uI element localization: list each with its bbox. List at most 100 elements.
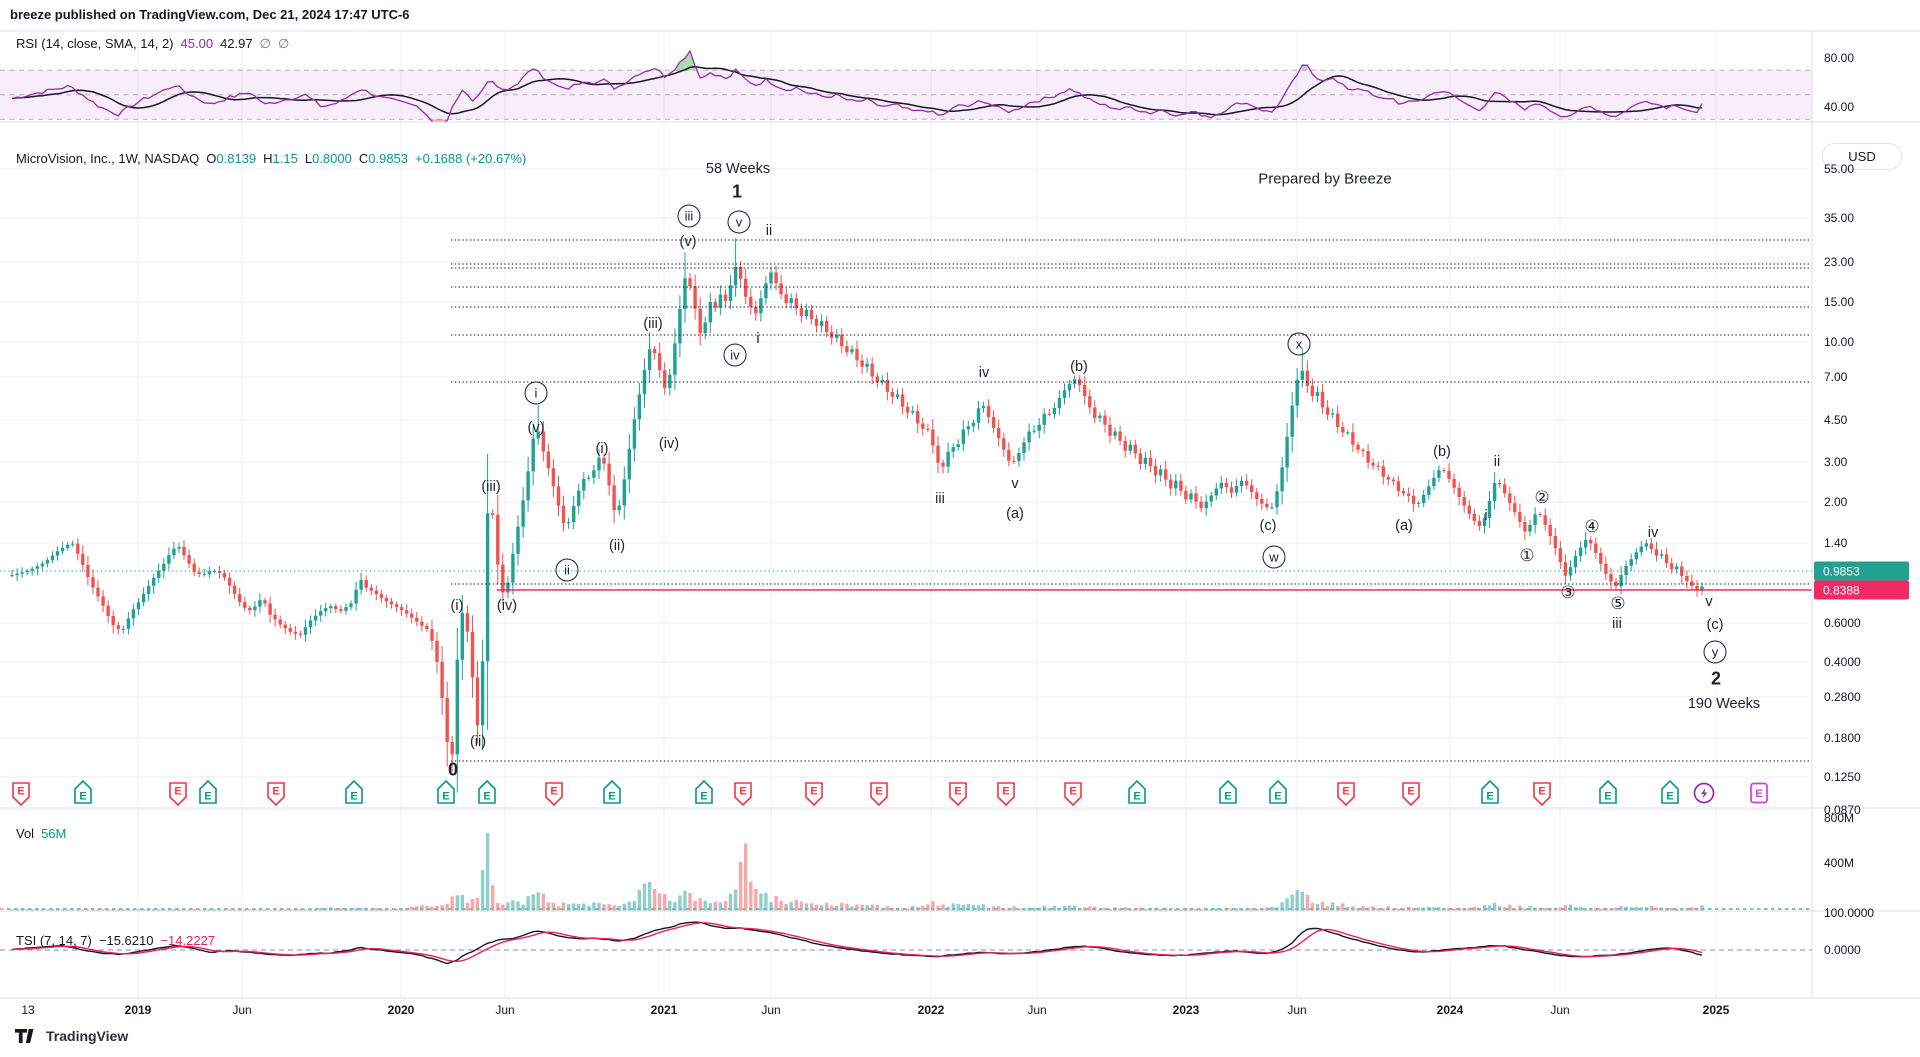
elliott-wave-label[interactable]: (v) <box>679 234 697 250</box>
elliott-wave-circled-label[interactable]: y <box>1703 640 1727 664</box>
earnings-badge-up[interactable]: E <box>345 779 363 804</box>
elliott-wave-label[interactable]: (ii) <box>608 538 626 554</box>
earnings-badge-down[interactable]: E <box>1533 782 1551 807</box>
earnings-badge-up[interactable]: E <box>1269 779 1287 804</box>
empty-value-icon[interactable]: ∅ <box>277 36 290 51</box>
earnings-estimate-badge[interactable]: E <box>1750 782 1768 804</box>
earnings-badge-up[interactable]: E <box>1219 779 1237 804</box>
elliott-wave-label[interactable]: (v) <box>527 420 545 436</box>
elliott-wave-label[interactable]: iii <box>935 491 945 507</box>
elliott-wave-label[interactable]: iii <box>1612 616 1622 632</box>
elliott-wave-circled-label[interactable]: ii <box>555 558 579 582</box>
earnings-badge-up[interactable]: E <box>199 779 217 804</box>
elliott-wave-label[interactable]: (iv) <box>496 598 518 614</box>
fib-retracement-lines[interactable] <box>451 239 1812 762</box>
rsi-axis-label: 80.00 <box>1824 51 1855 65</box>
elliott-wave-label[interactable]: (ii) <box>469 734 487 750</box>
alert-price-badge[interactable]: 0.8388 <box>1814 580 1909 600</box>
time-axis-label: 2021 <box>650 1003 678 1017</box>
elliott-wave-circled-label[interactable]: x <box>1287 332 1311 356</box>
elliott-wave-label[interactable]: ii <box>765 223 773 239</box>
elliott-wave-label[interactable]: iv <box>978 365 990 381</box>
symbol-legend[interactable]: MicroVision, Inc., 1W, NASDAQ O0.8139 H1… <box>16 151 526 166</box>
footer-brand: TradingView <box>14 1028 128 1044</box>
earnings-badge-down[interactable]: E <box>12 782 30 807</box>
elliott-wave-circled-digit[interactable]: ④ <box>1584 517 1600 536</box>
earnings-badge-up[interactable]: E <box>1128 779 1146 804</box>
time-axis-label: 2020 <box>387 1003 415 1017</box>
event-bolt-badge[interactable] <box>1693 782 1715 804</box>
earnings-badge-up[interactable]: E <box>437 779 455 804</box>
rsi-title: RSI (14, close, SMA, 14, 2) <box>16 36 174 51</box>
elliott-wave-circled-label[interactable]: i <box>524 381 548 405</box>
earnings-badge-down[interactable]: E <box>997 782 1015 807</box>
elliott-wave-label[interactable]: (iii) <box>643 316 663 332</box>
empty-value-icon[interactable]: ∅ <box>259 36 271 51</box>
earnings-badge-down[interactable]: E <box>1064 782 1082 807</box>
elliott-wave-label[interactable]: (c) <box>1259 518 1277 534</box>
elliott-wave-circled-digit[interactable]: ② <box>1534 488 1550 507</box>
elliott-wave-label[interactable]: v <box>1705 594 1713 610</box>
pane-separators[interactable] <box>0 30 1920 999</box>
svg-text:E: E <box>810 786 817 798</box>
elliott-wave-circled-label[interactable]: iv <box>723 343 747 367</box>
elliott-wave-circled-label[interactable]: w <box>1262 545 1286 569</box>
elliott-wave-major-label[interactable]: 2 <box>1710 668 1722 689</box>
elliott-wave-label[interactable]: (i) <box>450 598 464 614</box>
earnings-badge-down[interactable]: E <box>870 782 888 807</box>
elliott-wave-label[interactable]: (a) <box>1395 518 1413 534</box>
duration-note[interactable]: 190 Weeks <box>1687 696 1761 712</box>
earnings-badge-up[interactable]: E <box>695 779 713 804</box>
earnings-badge-down[interactable]: E <box>805 782 823 807</box>
svg-text:E: E <box>1755 788 1762 800</box>
elliott-wave-circled-digit[interactable]: ⑤ <box>1610 594 1626 613</box>
price-candles <box>10 238 1704 793</box>
tsi-value: −15.6210 <box>98 933 154 948</box>
tsi-axis-label: 100.0000 <box>1824 906 1875 920</box>
rsi-legend[interactable]: RSI (14, close, SMA, 14, 2) 45.00 42.97 … <box>16 36 289 52</box>
earnings-badge-up[interactable]: E <box>1599 779 1617 804</box>
svg-text:E: E <box>700 791 707 803</box>
earnings-badge-down[interactable]: E <box>545 782 563 807</box>
elliott-wave-major-label[interactable]: 0 <box>447 759 459 780</box>
elliott-wave-label[interactable]: ii <box>1493 454 1501 470</box>
tsi-legend[interactable]: TSI (7, 14, 7) −15.6210 −14.2227 <box>16 933 215 948</box>
elliott-wave-label[interactable]: i <box>756 331 760 347</box>
volume-legend[interactable]: Vol 56M <box>16 826 66 841</box>
earnings-badge-down[interactable]: E <box>949 782 967 807</box>
duration-note[interactable]: 58 Weeks <box>705 161 771 177</box>
earnings-badge-up[interactable]: E <box>1661 779 1679 804</box>
elliott-wave-circled-label[interactable]: iii <box>677 204 701 228</box>
elliott-wave-label[interactable]: (c) <box>1706 617 1724 633</box>
elliott-wave-label[interactable]: (iii) <box>481 479 501 495</box>
elliott-wave-circled-digit[interactable]: ③ <box>1560 583 1576 602</box>
elliott-wave-label[interactable]: i <box>1484 508 1488 524</box>
elliott-wave-label[interactable]: v <box>1011 476 1019 492</box>
elliott-wave-label[interactable]: (b) <box>1070 359 1088 375</box>
earnings-badge-down[interactable]: E <box>267 782 285 807</box>
earnings-badge-up[interactable]: E <box>478 779 496 804</box>
elliott-wave-label[interactable]: (b) <box>1433 444 1451 460</box>
elliott-wave-label[interactable]: iv <box>1647 525 1659 541</box>
elliott-wave-label[interactable]: (a) <box>1006 506 1024 522</box>
earnings-badge-down[interactable]: E <box>169 782 187 807</box>
earnings-badge-up[interactable]: E <box>74 779 92 804</box>
earnings-badge-down[interactable]: E <box>1402 782 1420 807</box>
last-price-badge[interactable]: 0.9853 <box>1814 561 1909 581</box>
elliott-wave-circled-digit[interactable]: ① <box>1519 546 1535 565</box>
elliott-wave-circled-label[interactable]: v <box>727 210 751 234</box>
earnings-badge-up[interactable]: E <box>603 779 621 804</box>
elliott-wave-major-label[interactable]: 1 <box>731 181 743 202</box>
svg-text:E: E <box>204 791 211 803</box>
currency-button[interactable]: USD <box>1822 143 1902 170</box>
elliott-wave-label[interactable]: (iv) <box>658 436 680 452</box>
earnings-badge-down[interactable]: E <box>734 782 752 807</box>
earnings-badge-down[interactable]: E <box>1337 782 1355 807</box>
svg-text:E: E <box>1538 786 1545 798</box>
price-axis-label: 0.0870 <box>1824 803 1861 817</box>
svg-text:E: E <box>550 786 557 798</box>
earnings-badge-up[interactable]: E <box>1481 779 1499 804</box>
elliott-wave-label[interactable]: (i) <box>595 441 609 457</box>
